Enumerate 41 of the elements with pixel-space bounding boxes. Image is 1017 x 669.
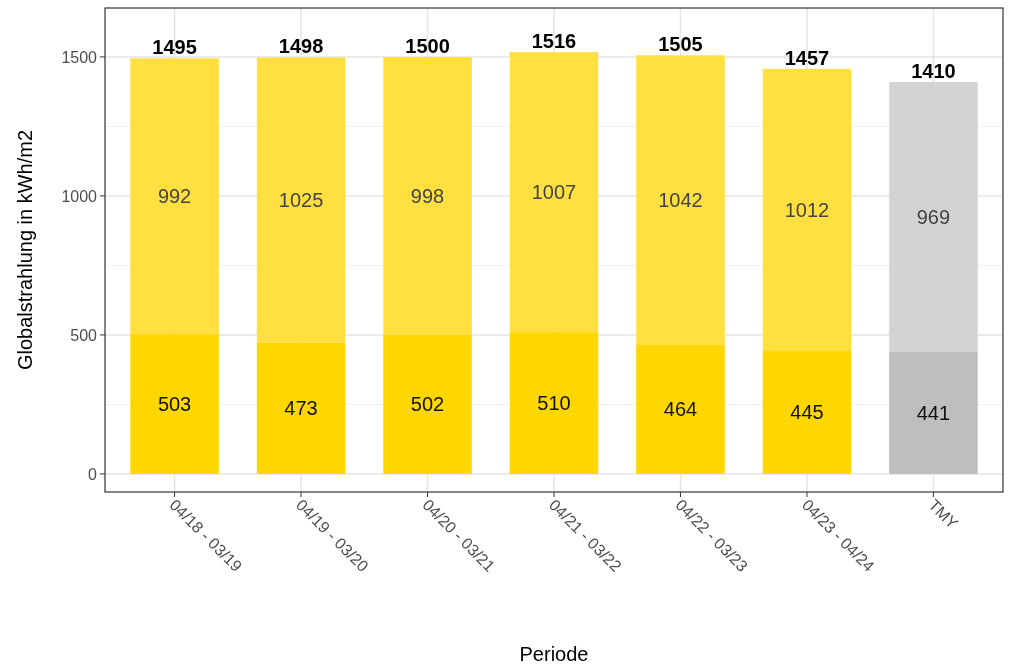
y-axis-title: Globalstrahlung in kWh/m2 (14, 129, 36, 371)
total-label: 1410 (911, 59, 956, 82)
total-label: 1505 (658, 33, 703, 56)
data-label: 1012 (784, 198, 830, 221)
data-label: 503 (157, 393, 192, 416)
y-tick-label: 0 (88, 465, 98, 483)
bar (383, 56, 472, 335)
data-label: 998 (410, 184, 445, 207)
data-label: 969 (916, 205, 951, 228)
y-tick-label: 1500 (61, 48, 98, 66)
y-tick-label: 1000 (61, 187, 98, 205)
bar (509, 332, 599, 474)
data-label: 464 (663, 398, 698, 421)
total-label: 1457 (784, 46, 830, 69)
data-label: 510 (537, 392, 571, 415)
total-label: 1495 (152, 36, 197, 59)
bar (636, 55, 725, 345)
bar (636, 344, 725, 474)
bar (256, 342, 346, 474)
total-label: 1500 (405, 34, 450, 57)
data-label: 445 (790, 401, 824, 424)
bar (130, 334, 219, 474)
bar (509, 52, 599, 333)
bar (889, 81, 978, 352)
bar (256, 57, 346, 343)
bar (130, 58, 219, 335)
data-label: 1042 (658, 189, 703, 212)
data-label: 441 (916, 401, 951, 424)
y-tick-label: 500 (70, 326, 98, 344)
total-label: 1516 (531, 30, 577, 53)
bar (762, 350, 852, 474)
data-label: 992 (157, 185, 192, 208)
data-label: 502 (410, 393, 445, 416)
bar (383, 334, 472, 474)
data-label: 1007 (531, 181, 577, 204)
bar (889, 351, 978, 474)
bar (762, 68, 852, 351)
x-axis-title: Periode (519, 643, 589, 665)
total-label: 1498 (278, 35, 324, 58)
data-label: 473 (284, 397, 318, 420)
data-label: 1025 (278, 188, 324, 211)
